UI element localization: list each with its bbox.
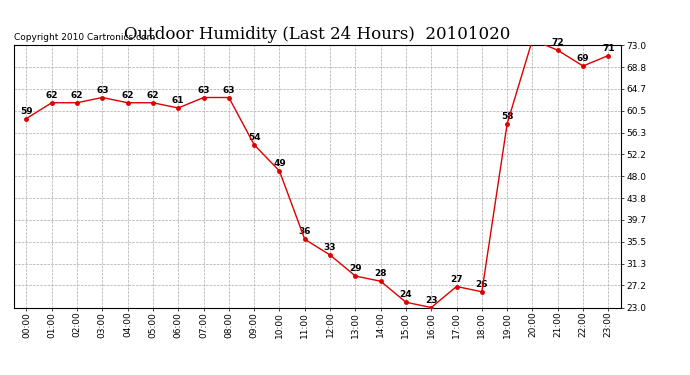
Text: 63: 63 — [223, 86, 235, 95]
Text: 63: 63 — [197, 86, 210, 95]
Text: 27: 27 — [451, 275, 463, 284]
Text: 71: 71 — [602, 44, 615, 53]
Title: Outdoor Humidity (Last 24 Hours)  20101020: Outdoor Humidity (Last 24 Hours) 2010102… — [124, 27, 511, 44]
Text: 49: 49 — [273, 159, 286, 168]
Text: 69: 69 — [577, 54, 589, 63]
Text: 58: 58 — [501, 112, 513, 121]
Text: 62: 62 — [147, 91, 159, 100]
Text: 28: 28 — [375, 270, 387, 279]
Text: 26: 26 — [475, 280, 488, 289]
Text: 23: 23 — [425, 296, 437, 305]
Text: 33: 33 — [324, 243, 336, 252]
Text: 63: 63 — [96, 86, 108, 95]
Text: 61: 61 — [172, 96, 184, 105]
Text: 59: 59 — [20, 107, 32, 116]
Text: 62: 62 — [121, 91, 134, 100]
Text: 24: 24 — [400, 291, 412, 300]
Text: 54: 54 — [248, 133, 260, 142]
Text: 74: 74 — [0, 374, 1, 375]
Text: 62: 62 — [71, 91, 83, 100]
Text: 62: 62 — [46, 91, 58, 100]
Text: 72: 72 — [551, 39, 564, 48]
Text: 29: 29 — [349, 264, 362, 273]
Text: 36: 36 — [299, 228, 311, 237]
Text: Copyright 2010 Cartronics.com: Copyright 2010 Cartronics.com — [14, 33, 155, 42]
